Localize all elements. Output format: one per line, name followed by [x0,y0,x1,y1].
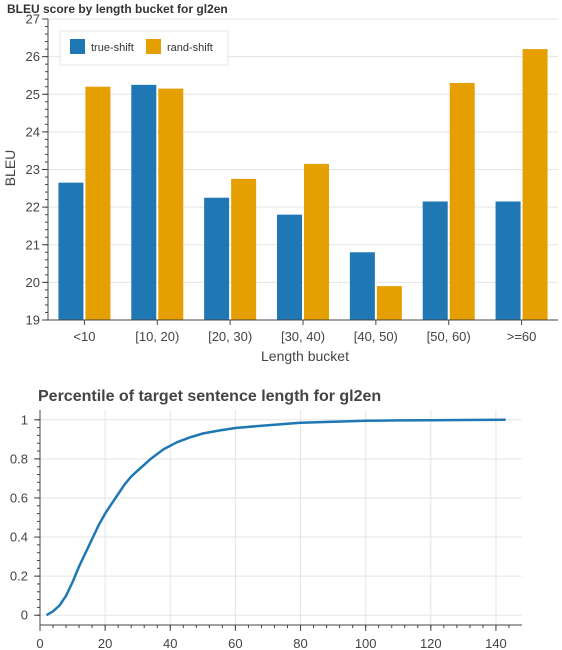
y-tick-label: 27 [26,12,40,27]
x-tick-label: 0 [36,636,43,650]
bar-chart-title: BLEU score by length bucket for gl2en [7,2,228,16]
line-chart-axes [34,410,522,631]
x-tick-label: <10 [73,329,95,344]
bar-chart-x-ticks: <10 [10, 20) [20, 30) [30, 40) [40, 50) [50, … [73,329,536,344]
bar-chart-legend: true-shift rand-shift [59,30,229,66]
x-tick-label: 60 [228,636,242,650]
y-tick-label: 26 [26,49,40,64]
x-tick-label: [10, 20) [135,329,179,344]
x-tick-label: [40, 50) [354,329,398,344]
line-chart-series [45,418,506,617]
legend-box [59,30,229,66]
x-tick-label: 80 [293,636,307,650]
bar-true-shift [349,252,375,320]
y-tick-label: 19 [26,313,40,328]
line-chart-x-ticks: 0 20 40 60 80 100 120 140 [36,636,506,650]
x-tick-label: >=60 [507,329,537,344]
bar-chart-y-ticks: 19 20 21 22 23 24 25 26 27 [26,12,40,328]
x-tick-label: [20, 30) [208,329,252,344]
x-tick-label: 100 [355,636,377,650]
legend-label: rand-shift [167,42,213,54]
bar-true-shift [422,201,448,320]
y-tick-label: 0.8 [10,451,28,466]
bar-chart-bars [58,49,548,321]
bar-true-shift [277,214,302,320]
bar-rand-shift [522,49,548,320]
y-tick-label: 0.4 [10,530,28,545]
bar-chart-axes [42,18,558,325]
x-tick-label: 120 [420,636,442,650]
bar-rand-shift [158,88,184,320]
bar-rand-shift [85,86,111,320]
bar-rand-shift [449,82,475,321]
x-tick-label: [30, 40) [281,329,325,344]
y-tick-label: 24 [26,124,40,139]
x-tick-label: 140 [485,636,507,650]
y-tick-label: 0 [21,608,28,623]
x-tick-label: 40 [163,636,177,650]
bar-true-shift [204,197,230,320]
y-tick-label: 23 [26,162,40,177]
legend-swatch [70,39,85,54]
bar-true-shift [131,84,157,320]
cdf-line [45,418,506,617]
y-tick-label: 0.6 [10,490,28,505]
line-chart-title: Percentile of target sentence length for… [38,388,381,405]
bar-chart-x-label: Length bucket [261,348,349,364]
y-tick-label: 0.2 [10,569,28,584]
y-tick-label: 21 [26,237,40,252]
y-tick-label: 22 [26,200,40,215]
legend-swatch [146,39,161,54]
y-tick-label: 1 [21,412,28,427]
y-tick-label: 25 [26,87,40,102]
line-chart-grid [39,410,522,625]
bar-rand-shift [304,163,329,320]
bar-true-shift [495,201,521,320]
bar-true-shift [58,182,84,320]
bar-chart: BLEU score by length bucket for gl2en 19… [2,2,558,364]
line-chart-y-ticks: 0 0.2 0.4 0.6 0.8 1 [10,412,28,622]
y-tick-label: 20 [26,275,40,290]
bar-rand-shift [376,286,402,320]
x-tick-label: [50, 60) [427,329,471,344]
line-chart: Percentile of target sentence length for… [10,388,522,650]
legend-label: true-shift [91,42,134,54]
bar-rand-shift [231,178,257,320]
x-tick-label: 20 [98,636,112,650]
bar-chart-y-label: BLEU [2,150,18,187]
